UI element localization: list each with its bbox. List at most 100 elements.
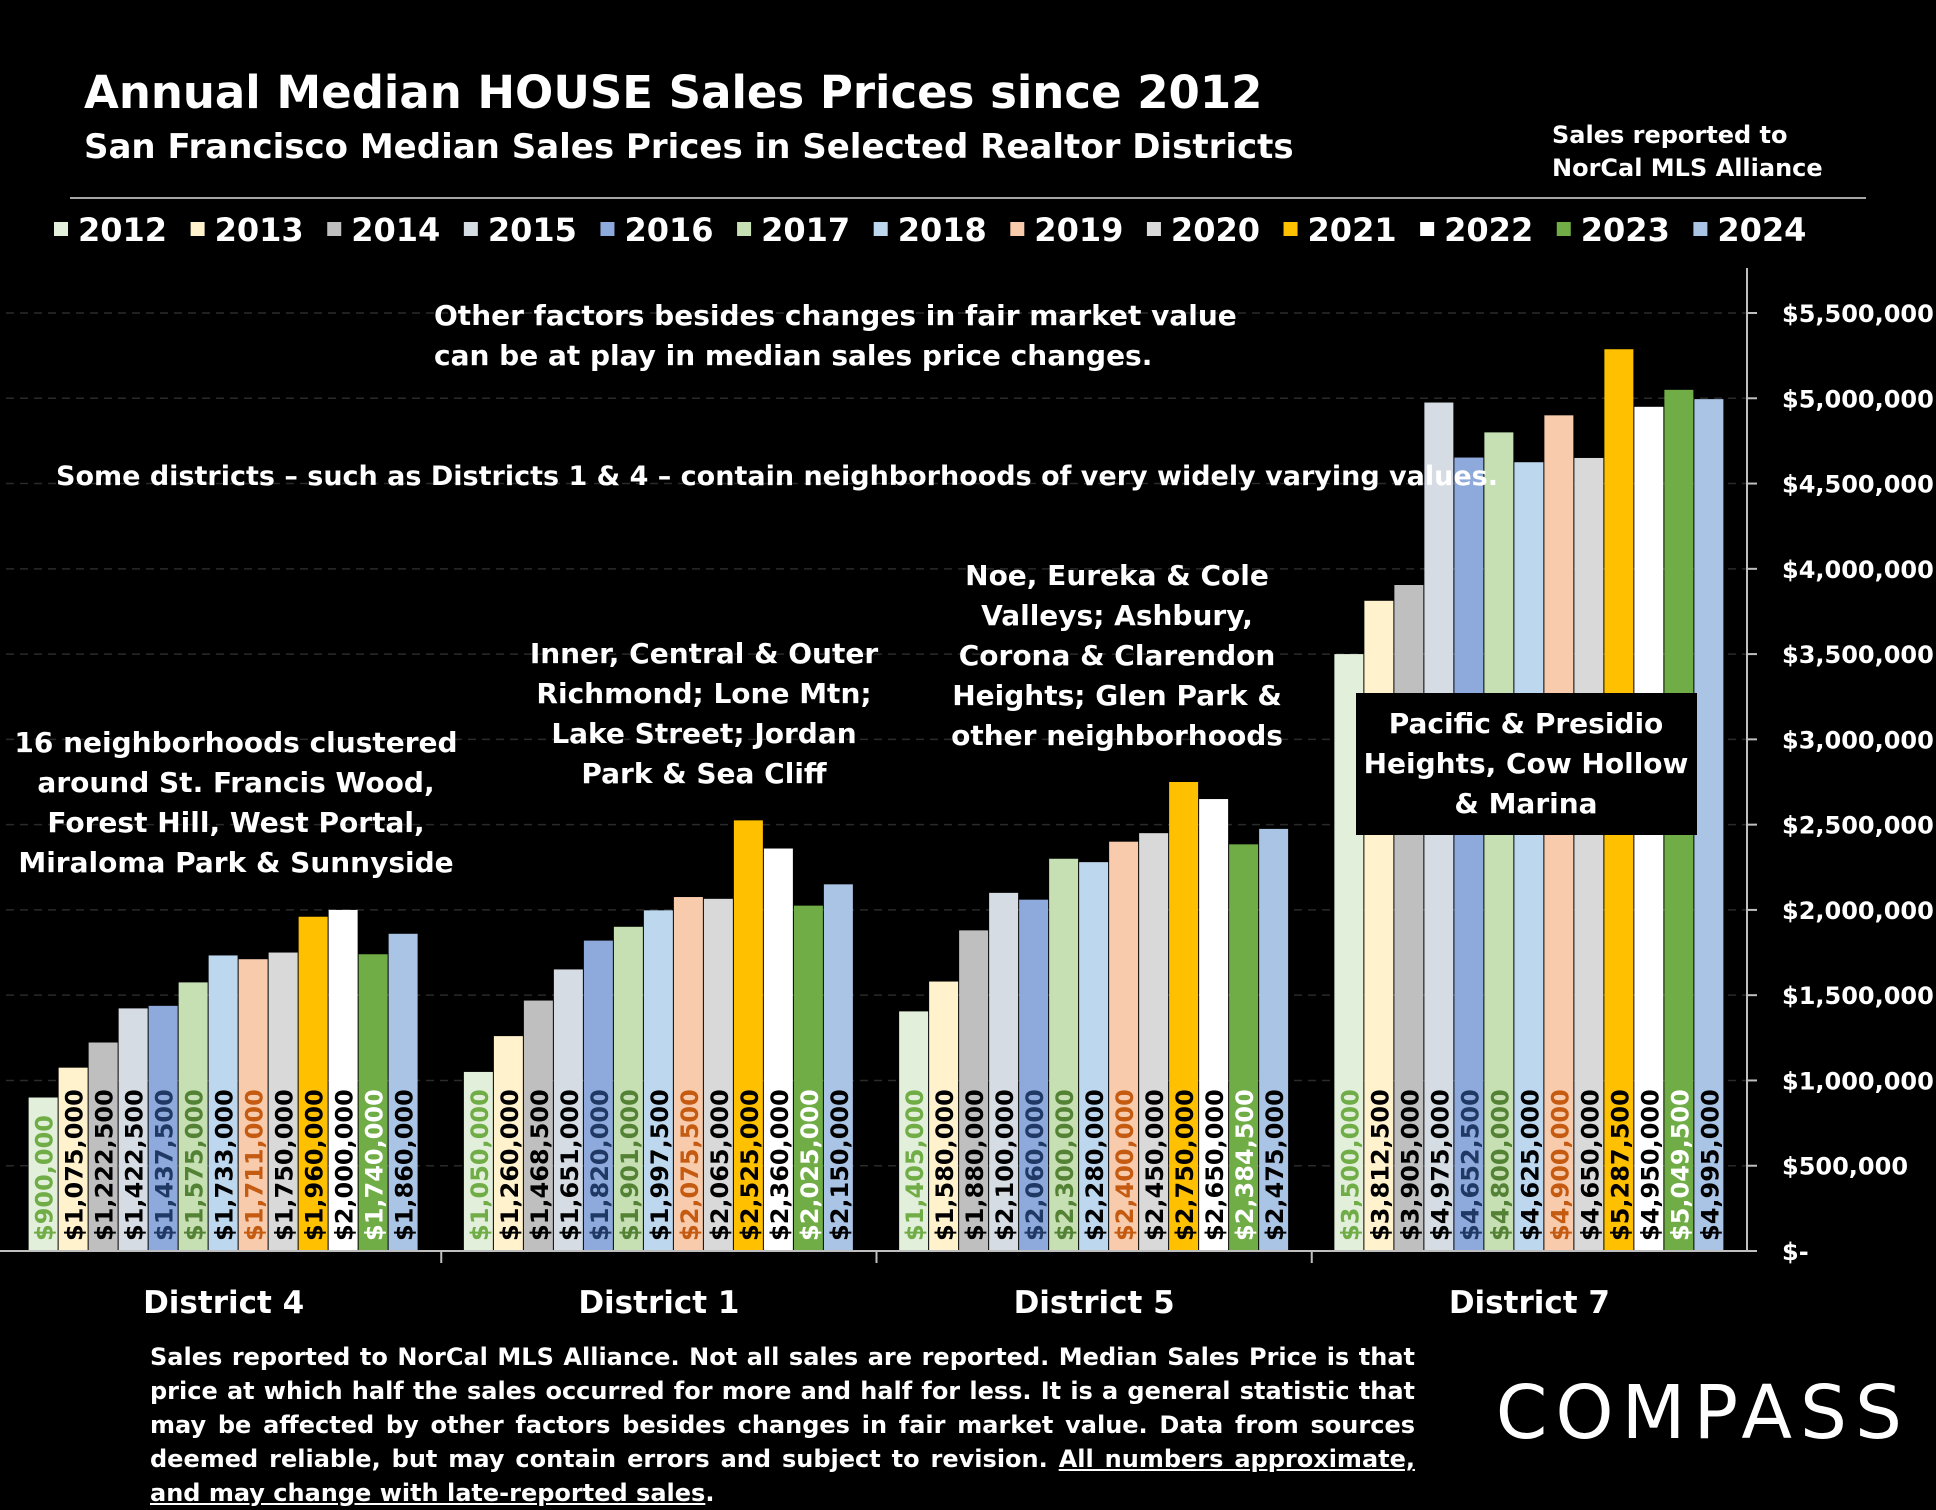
bar-2019-district-1 xyxy=(673,897,703,1251)
chart-title: Annual Median HOUSE Sales Prices since 2… xyxy=(84,66,1262,119)
annotation-district5: Noe, Eureka & Cole Valleys; Ashbury, Cor… xyxy=(951,559,1283,752)
axes: $- $500,000 $1,000,000 $1,500,000 $2,000,000… xyxy=(0,268,1934,1321)
data-label: $4,625,000 xyxy=(1516,1089,1544,1241)
data-label: $1,405,000 xyxy=(901,1089,929,1241)
legend-swatch-2022 xyxy=(1420,222,1435,236)
data-label: $2,360,000 xyxy=(766,1089,794,1241)
bar-2017-district-7 xyxy=(1484,432,1514,1251)
legend-label-2012: 2012 xyxy=(78,211,167,249)
data-label: $3,812,500 xyxy=(1366,1089,1394,1241)
data-label: $2,525,000 xyxy=(736,1089,764,1241)
bar-2018-district-5 xyxy=(1079,862,1109,1251)
annotation-district5-line-2: Valleys; Ashbury, xyxy=(981,599,1253,632)
data-label: $1,050,000 xyxy=(466,1089,494,1241)
annotation-district1-line-1: Inner, Central & Outer xyxy=(530,637,879,670)
bar-2014-district-4 xyxy=(88,1042,118,1251)
bar-2014-district-5 xyxy=(959,930,989,1251)
y-tick-label: $4,500,000 xyxy=(1782,471,1934,499)
annotation-district4-line-1: 16 neighborhoods clustered xyxy=(14,726,457,759)
legend-label-2016: 2016 xyxy=(624,211,713,249)
data-label: $1,651,000 xyxy=(556,1089,584,1241)
bar-2015-district-4 xyxy=(118,1008,148,1251)
bar-2020-district-5 xyxy=(1139,833,1169,1251)
bar-2024-district-7 xyxy=(1694,399,1724,1251)
bar-2018-district-4 xyxy=(208,955,238,1251)
y-tick-label: $- xyxy=(1782,1238,1809,1266)
bar-2018-district-1 xyxy=(643,910,673,1251)
bar-2017-district-1 xyxy=(613,926,643,1251)
annotation-top-note-line-1: Other factors besides changes in fair ma… xyxy=(434,299,1237,332)
legend-label-2024: 2024 xyxy=(1717,211,1806,249)
data-label: $1,733,000 xyxy=(211,1089,239,1241)
data-label: $2,475,000 xyxy=(1261,1089,1289,1241)
annotation-district5-line-5: other neighborhoods xyxy=(951,719,1283,752)
bar-2021-district-1 xyxy=(733,820,763,1251)
gridlines xyxy=(6,312,1747,1167)
data-label: $3,500,000 xyxy=(1336,1089,1364,1241)
data-label: $4,995,000 xyxy=(1696,1089,1724,1241)
data-label: $1,260,000 xyxy=(496,1089,524,1241)
y-tick-label: $4,000,000 xyxy=(1782,556,1934,584)
data-label: $2,280,000 xyxy=(1081,1089,1109,1241)
data-label: $5,287,500 xyxy=(1606,1089,1634,1241)
data-label: $1,468,500 xyxy=(526,1089,554,1241)
bar-2022-district-5 xyxy=(1199,799,1229,1251)
annotation-district4-line-4: Miraloma Park & Sunnyside xyxy=(18,846,453,879)
data-label: $1,750,000 xyxy=(271,1089,299,1241)
data-label: $2,060,000 xyxy=(1021,1089,1049,1241)
footnote: Sales reported to NorCal MLS Alliance. N… xyxy=(150,1340,1415,1510)
bar-2016-district-4 xyxy=(148,1005,178,1251)
annotation-district1: Inner, Central & Outer Richmond; Lone Mt… xyxy=(530,637,879,790)
data-label: $2,100,000 xyxy=(991,1089,1019,1241)
annotation-district7: Pacific & Presidio Heights, Cow Hollow &… xyxy=(1364,707,1689,820)
bar-2024-district-4 xyxy=(388,933,418,1251)
legend-label-2015: 2015 xyxy=(488,211,577,249)
legend-swatch-2017 xyxy=(737,222,752,236)
annotation-district4: 16 neighborhoods clustered around St. Fr… xyxy=(14,726,457,879)
bars xyxy=(28,349,1724,1252)
data-label: $4,650,000 xyxy=(1576,1089,1604,1241)
annotation-district4-line-3: Forest Hill, West Portal, xyxy=(47,806,424,839)
bar-2018-district-7 xyxy=(1514,462,1544,1251)
data-label: $1,740,000 xyxy=(361,1089,389,1241)
legend-label-2021: 2021 xyxy=(1308,211,1397,249)
data-label: $2,750,000 xyxy=(1171,1089,1199,1241)
data-label: $2,150,000 xyxy=(826,1089,854,1241)
bar-2012-district-5 xyxy=(899,1011,929,1251)
legend-swatch-2021 xyxy=(1283,222,1298,236)
bar-2024-district-1 xyxy=(823,884,853,1251)
legend-label-2014: 2014 xyxy=(351,211,440,249)
data-label: $2,025,000 xyxy=(796,1089,824,1241)
bar-2024-district-5 xyxy=(1259,828,1289,1251)
data-label: $1,075,000 xyxy=(61,1089,89,1241)
annotation-mid-note: Some districts – such as Districts 1 & 4… xyxy=(56,461,1498,492)
data-label: $2,450,000 xyxy=(1141,1089,1169,1241)
legend-swatch-2015 xyxy=(463,222,478,236)
data-label: $1,422,500 xyxy=(121,1089,149,1241)
annotation-district5-line-4: Heights; Glen Park & xyxy=(952,679,1282,712)
data-label: $2,384,500 xyxy=(1231,1089,1259,1241)
compass-logo: COMPASS xyxy=(1496,1370,1910,1456)
bar-2023-district-5 xyxy=(1229,844,1259,1251)
bar-2020-district-4 xyxy=(268,952,298,1251)
annotation-district4-line-2: around St. Francis Wood, xyxy=(37,766,434,799)
data-label: $1,997,500 xyxy=(646,1089,674,1241)
data-label: $1,580,000 xyxy=(931,1089,959,1241)
data-label: $2,000,000 xyxy=(331,1089,359,1241)
legend-label-2018: 2018 xyxy=(898,211,987,249)
data-label: $2,300,000 xyxy=(1051,1089,1079,1241)
bar-2013-district-4 xyxy=(58,1067,88,1251)
legend: 2012 2013 2014 2015 2016 2017 2018 2019 2020 2021… xyxy=(54,211,1806,249)
bar-2014-district-1 xyxy=(523,1000,553,1251)
legend-swatch-2020 xyxy=(1146,222,1161,236)
x-tick-label: District 1 xyxy=(578,1285,739,1321)
data-label: $4,975,000 xyxy=(1426,1089,1454,1241)
bar-2015-district-1 xyxy=(553,969,583,1251)
footnote-main: Sales reported to NorCal MLS Alliance. N… xyxy=(150,1343,1415,1473)
legend-label-2013: 2013 xyxy=(215,211,304,249)
y-tick-label: $2,500,000 xyxy=(1782,812,1934,840)
data-label: $3,905,000 xyxy=(1396,1089,1424,1241)
annotation-district7-line-3: & Marina xyxy=(1454,787,1597,820)
footnote-end: . xyxy=(705,1479,715,1507)
